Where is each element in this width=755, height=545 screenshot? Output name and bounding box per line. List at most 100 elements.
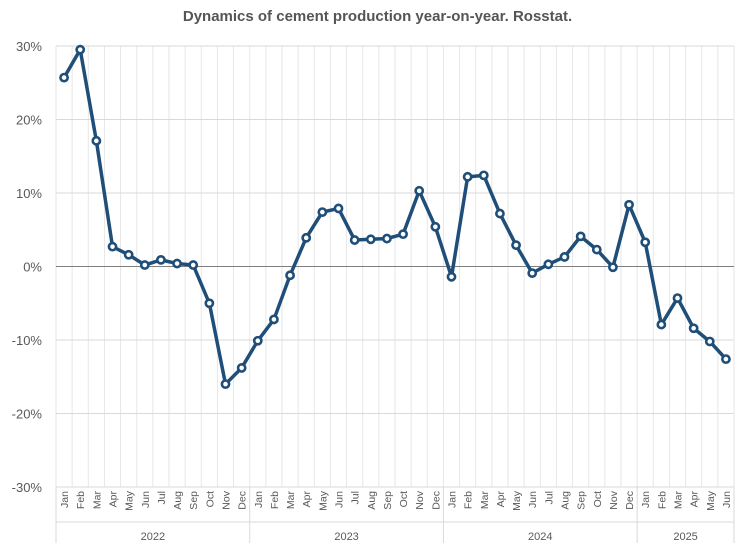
data-point — [414, 185, 425, 196]
data-point — [672, 293, 683, 304]
data-point — [349, 235, 360, 245]
data-point — [462, 171, 473, 182]
x-tick-label: Apr — [689, 491, 701, 508]
data-point — [575, 231, 586, 242]
y-tick-label: 30% — [16, 39, 42, 54]
y-axis-tick-labels: 30% 20% 10% 0% -10% -20% -30% — [12, 39, 43, 495]
data-point — [139, 260, 150, 270]
x-tick-label: Jul — [350, 491, 362, 504]
x-tick-label: Feb — [75, 491, 87, 509]
x-tick-label: Dec — [430, 491, 442, 510]
x-tick-label: Feb — [463, 491, 475, 509]
x-tick-label: Jun — [140, 491, 152, 508]
data-point — [559, 252, 570, 262]
data-point — [624, 199, 634, 210]
x-tick-label: Apr — [108, 491, 120, 508]
x-tick-label: Oct — [204, 491, 216, 507]
y-tick-label: 10% — [16, 186, 42, 201]
data-point — [285, 270, 295, 281]
data-point — [430, 221, 441, 232]
data-point — [252, 335, 263, 346]
data-point — [511, 240, 521, 251]
x-tick-label: Mar — [91, 491, 103, 510]
data-point — [495, 208, 505, 219]
data-point — [640, 237, 651, 248]
data-point — [75, 44, 86, 55]
x-tick-label: Nov — [414, 490, 426, 509]
data-point — [704, 336, 715, 347]
data-point — [527, 268, 538, 279]
y-tick-label: -30% — [12, 480, 43, 495]
x-tick-label: Aug — [172, 491, 184, 510]
data-point — [59, 72, 69, 83]
x-tick-label: Sep — [188, 491, 200, 510]
data-point — [269, 314, 279, 325]
data-point — [172, 258, 182, 269]
data-point — [220, 379, 231, 389]
x-tick-label: Jul — [156, 491, 168, 504]
data-point — [317, 207, 328, 218]
x-tick-label: Jul — [543, 491, 555, 504]
data-point — [478, 170, 489, 181]
x-tick-label: Nov — [608, 490, 620, 509]
gridlines — [55, 45, 735, 488]
x-tick-label: May — [511, 490, 523, 511]
data-point — [156, 254, 166, 265]
x-tick-label: Apr — [495, 491, 507, 508]
data-point — [446, 271, 457, 282]
data-point — [591, 244, 602, 255]
chart-title: Dynamics of cement production year-on-ye… — [182, 8, 573, 25]
data-point — [656, 319, 667, 330]
x-tick-label: Feb — [656, 491, 668, 509]
x-tick-label: Sep — [576, 491, 588, 510]
x-tick-label: Mar — [673, 491, 685, 510]
data-point — [608, 262, 618, 273]
data-point — [301, 232, 312, 243]
data-point — [365, 234, 376, 245]
data-point — [188, 260, 199, 270]
x-tick-label: Jun — [721, 491, 733, 508]
data-point — [543, 259, 554, 270]
y-tick-label: -20% — [12, 407, 43, 422]
data-point — [398, 229, 408, 240]
y-tick-label: -10% — [12, 333, 43, 348]
data-point — [204, 298, 215, 309]
data-point — [688, 323, 699, 334]
x-axis: Jan Feb Mar Apr May Jun Jul Aug Sep Oct Nov Dec Jan F… — [55, 486, 735, 543]
data-point — [91, 135, 102, 146]
data-point — [107, 241, 118, 252]
x-tick-label: Mar — [479, 491, 491, 510]
x-tick-label: May — [124, 490, 136, 511]
x-tick-label: Jan — [59, 491, 71, 508]
year-label: 2022 — [141, 531, 165, 543]
x-tick-label: Aug — [560, 491, 572, 510]
x-tick-label: Jan — [253, 491, 265, 508]
year-label: 2024 — [528, 531, 552, 543]
x-tick-label: Mar — [285, 491, 297, 510]
data-point — [382, 233, 392, 244]
x-tick-label: Dec — [624, 491, 636, 510]
data-point — [721, 354, 731, 365]
x-tick-label: Jan — [447, 491, 459, 508]
data-point — [123, 249, 134, 260]
x-tick-label: Jun — [334, 491, 346, 508]
x-tick-label: Jun — [527, 491, 539, 508]
y-tick-label: 0% — [23, 260, 42, 275]
data-point — [333, 203, 344, 214]
year-label: 2023 — [334, 531, 358, 543]
series-points — [59, 44, 731, 389]
x-tick-label: Aug — [366, 491, 378, 510]
data-point — [236, 363, 247, 373]
x-tick-label: Feb — [269, 491, 281, 509]
x-tick-label: May — [317, 490, 329, 511]
x-tick-label: Apr — [301, 491, 313, 508]
y-tick-label: 20% — [16, 113, 42, 128]
x-tick-label: Dec — [237, 491, 249, 510]
x-tick-label: Sep — [382, 491, 394, 510]
x-tick-label: May — [705, 490, 717, 511]
x-tick-label: Oct — [398, 491, 410, 507]
x-tick-label: Jan — [640, 491, 652, 508]
x-tick-label: Nov — [221, 490, 233, 509]
x-tick-label: Oct — [592, 491, 604, 507]
